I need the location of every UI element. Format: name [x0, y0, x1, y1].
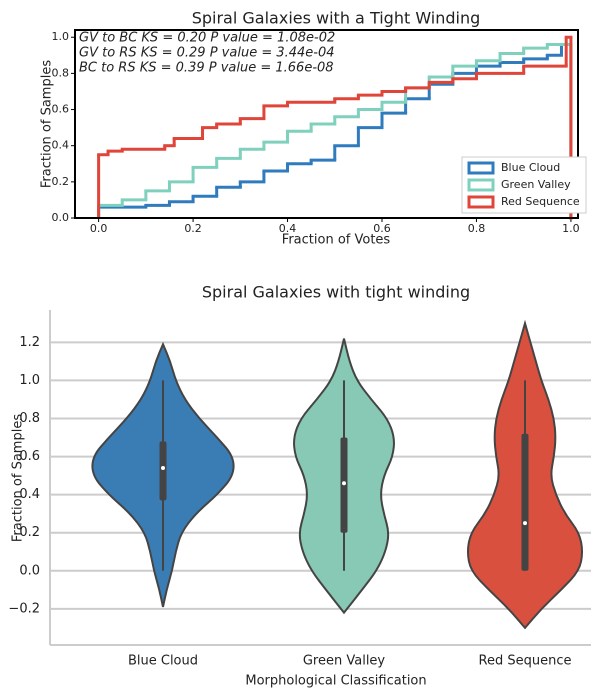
x-tick-label: 0.8: [468, 222, 486, 235]
y-tick-label: 0.0: [52, 211, 70, 224]
y-tick-label: 0.8: [19, 411, 40, 426]
y-tick-label: 0.0: [19, 563, 40, 578]
x-tick-label: 0.2: [184, 222, 202, 235]
y-tick-label: 1.0: [19, 373, 40, 388]
y-tick-label: 1.2: [19, 335, 40, 350]
y-tick-label: 0.6: [19, 449, 40, 464]
y-tick-label: 0.4: [52, 139, 70, 152]
chart-title: Spiral Galaxies with tight winding: [202, 283, 470, 302]
x-tick-label: Red Sequence: [479, 654, 572, 669]
box: [159, 441, 167, 501]
legend-swatch: [467, 195, 495, 209]
median: [342, 481, 346, 486]
x-tick-label: 0.4: [279, 222, 297, 235]
x-tick-label: Green Valley: [303, 654, 386, 669]
legend-box: [461, 156, 587, 214]
median: [161, 465, 165, 470]
x-axis-label: Morphological Classification: [245, 674, 426, 689]
y-tick-label: −0.2: [8, 601, 40, 616]
plot-frame: [74, 29, 579, 219]
y-tick-label: 0.8: [52, 66, 70, 79]
y-tick-label: 1.0: [52, 30, 70, 43]
x-tick-label: 1.0: [562, 222, 580, 235]
annotation: GV to RS KS = 0.29 P value = 3.44e-04: [79, 46, 335, 61]
legend-label: Green Valley: [501, 178, 571, 191]
x-tick-label: 0.0: [90, 222, 108, 235]
y-tick-label: 0.6: [52, 103, 70, 116]
chart-title: Spiral Galaxies with a Tight Winding: [192, 9, 481, 28]
annotation: GV to BC KS = 0.20 P value = 1.08e-02: [79, 31, 335, 46]
box: [521, 433, 529, 571]
y-axis-label: Fraction of Samples: [11, 414, 26, 542]
x-tick-label: Blue Cloud: [128, 654, 198, 669]
y-tick-label: 0.4: [19, 487, 40, 502]
annotation: BC to RS KS = 0.39 P value = 1.66e-08: [79, 61, 334, 76]
x-tick-label: 0.6: [373, 222, 391, 235]
legend-swatch: [467, 178, 495, 192]
y-axis-label: Fraction of Samples: [40, 60, 55, 188]
legend-label: Red Sequence: [501, 195, 580, 208]
legend-label: Blue Cloud: [501, 161, 560, 174]
legend-swatch: [467, 161, 495, 175]
x-axis-label: Fraction of Votes: [282, 233, 391, 248]
y-tick-label: 0.2: [19, 525, 40, 540]
y-tick-label: 0.2: [52, 175, 70, 188]
median: [523, 521, 527, 526]
